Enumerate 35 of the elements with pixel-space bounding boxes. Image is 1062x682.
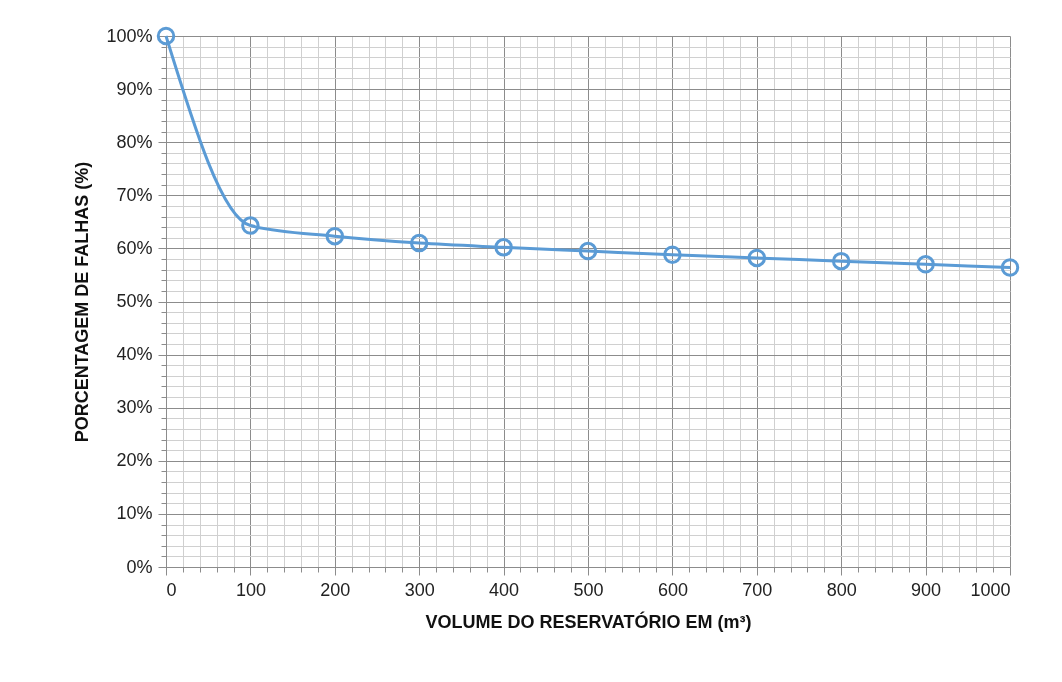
y-tick-label: 60% — [116, 237, 153, 258]
point — [663, 245, 682, 264]
point — [916, 255, 935, 274]
point — [578, 241, 598, 261]
point — [831, 251, 851, 271]
x-tick-label: 800 — [826, 579, 857, 600]
point — [747, 248, 767, 268]
x-tick-label: 0 — [166, 579, 177, 600]
x-tick-label: 1000 — [970, 579, 1011, 600]
y-tick-label: 0% — [126, 556, 153, 577]
x-tick-label: 500 — [573, 579, 604, 600]
point — [241, 216, 260, 235]
x-tick-label: 400 — [489, 579, 520, 600]
y-tick-label: 40% — [116, 344, 153, 365]
point — [1000, 258, 1020, 277]
x-tick-label: 600 — [657, 579, 688, 600]
y-tick-label: 90% — [116, 78, 153, 99]
y-axis-title: PORCENTAGEM DE FALHAS (%) — [72, 161, 93, 443]
x-tick-label: 200 — [320, 579, 351, 600]
x-axis-title: VOLUME DO RESERVATÓRIO EM (m³) — [425, 610, 752, 632]
x-tick-label: 300 — [404, 579, 435, 600]
point — [409, 233, 429, 253]
y-tick-label: 30% — [116, 397, 153, 418]
x-tick-label: 700 — [742, 579, 773, 600]
y-tick-label: 80% — [116, 131, 153, 152]
y-tick-label: 10% — [116, 503, 153, 524]
y-tick-label: 20% — [116, 450, 153, 471]
point — [494, 238, 513, 257]
point — [325, 226, 345, 246]
y-tick-label: 70% — [116, 184, 153, 205]
y-tick-label: 100% — [106, 25, 153, 46]
x-tick-label: 100 — [235, 579, 266, 600]
y-tick-label: 50% — [116, 291, 153, 311]
point — [156, 26, 176, 46]
x-tick-label: 900 — [911, 579, 942, 600]
